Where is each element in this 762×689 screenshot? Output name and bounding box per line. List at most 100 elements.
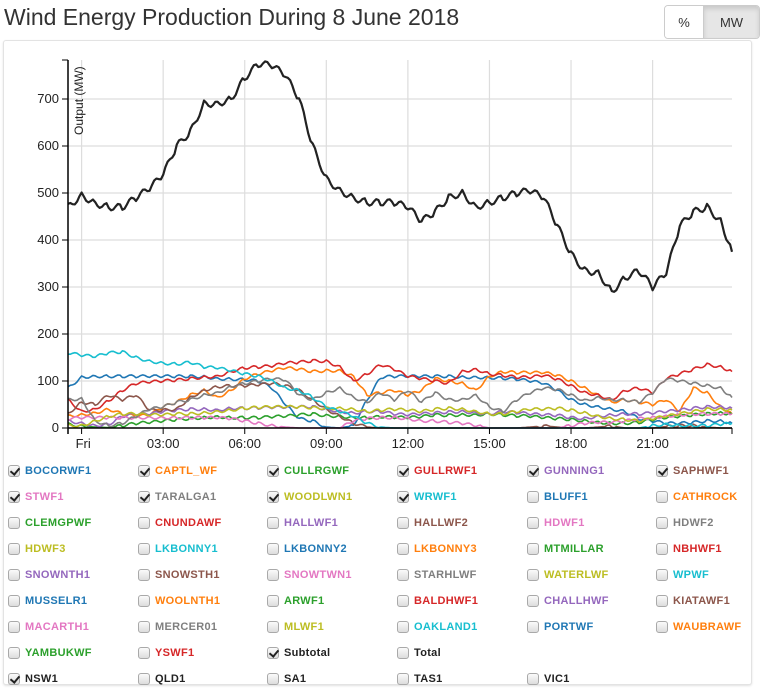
legend-item-snowtwn1[interactable]: SNOWTWN1 bbox=[267, 566, 352, 584]
percent-button[interactable]: % bbox=[665, 6, 703, 38]
legend-checkbox[interactable] bbox=[397, 491, 409, 503]
legend-checkbox[interactable] bbox=[656, 569, 668, 581]
legend-item-captl-wf[interactable]: CAPTL_WF bbox=[138, 462, 217, 480]
legend-item-portwf[interactable]: PORTWF bbox=[527, 618, 593, 636]
legend-item-lkbonny1[interactable]: LKBONNY1 bbox=[138, 540, 218, 558]
legend-checkbox[interactable] bbox=[267, 569, 279, 581]
legend-item-wrwf1[interactable]: WRWF1 bbox=[397, 488, 457, 506]
legend-item-bocorwf1[interactable]: BOCORWF1 bbox=[8, 462, 91, 480]
legend-item-qld1[interactable]: QLD1 bbox=[138, 670, 186, 688]
legend-checkbox[interactable] bbox=[8, 543, 20, 555]
legend-item-waubrawf[interactable]: WAUBRAWF bbox=[656, 618, 741, 636]
legend-checkbox[interactable] bbox=[656, 595, 668, 607]
legend-item-bluff1[interactable]: BLUFF1 bbox=[527, 488, 588, 506]
legend-checkbox[interactable] bbox=[397, 465, 409, 477]
legend-item-musselr1[interactable]: MUSSELR1 bbox=[8, 592, 87, 610]
legend-checkbox[interactable] bbox=[267, 465, 279, 477]
legend-item-tas1[interactable]: TAS1 bbox=[397, 670, 443, 688]
legend-item-stwf1[interactable]: STWF1 bbox=[8, 488, 64, 506]
legend-checkbox[interactable] bbox=[8, 491, 20, 503]
legend-item-cathrock[interactable]: CATHROCK bbox=[656, 488, 738, 506]
legend-item-taralga1[interactable]: TARALGA1 bbox=[138, 488, 216, 506]
legend-item-yswf1[interactable]: YSWF1 bbox=[138, 644, 194, 662]
legend-checkbox[interactable] bbox=[527, 543, 539, 555]
legend-item-mlwf1[interactable]: MLWF1 bbox=[267, 618, 324, 636]
legend-checkbox[interactable] bbox=[138, 621, 150, 633]
legend-checkbox[interactable] bbox=[8, 595, 20, 607]
legend-item-nbhwf1[interactable]: NBHWF1 bbox=[656, 540, 722, 558]
legend-checkbox[interactable] bbox=[527, 595, 539, 607]
legend-item-cullrgwf[interactable]: CULLRGWF bbox=[267, 462, 349, 480]
legend-checkbox[interactable] bbox=[397, 621, 409, 633]
legend-item-yambukwf[interactable]: YAMBUKWF bbox=[8, 644, 92, 662]
legend-item-woodlwn1[interactable]: WOODLWN1 bbox=[267, 488, 352, 506]
legend-checkbox[interactable] bbox=[8, 647, 20, 659]
legend-item-challhwf[interactable]: CHALLHWF bbox=[527, 592, 609, 610]
legend-checkbox[interactable] bbox=[397, 569, 409, 581]
legend-item-baldhwf1[interactable]: BALDHWF1 bbox=[397, 592, 478, 610]
legend-checkbox[interactable] bbox=[138, 465, 150, 477]
legend-item-starhlwf[interactable]: STARHLWF bbox=[397, 566, 477, 584]
legend-checkbox[interactable] bbox=[138, 569, 150, 581]
legend-checkbox[interactable] bbox=[138, 491, 150, 503]
legend-checkbox[interactable] bbox=[8, 465, 20, 477]
legend-item-arwf1[interactable]: ARWF1 bbox=[267, 592, 324, 610]
legend-checkbox[interactable] bbox=[267, 647, 279, 659]
legend-item-cnundawf[interactable]: CNUNDAWF bbox=[138, 514, 222, 532]
legend-checkbox[interactable] bbox=[656, 517, 668, 529]
legend-item-saphwf1[interactable]: SAPHWF1 bbox=[656, 462, 729, 480]
legend-checkbox[interactable] bbox=[397, 647, 409, 659]
legend-checkbox[interactable] bbox=[527, 491, 539, 503]
legend-checkbox[interactable] bbox=[267, 491, 279, 503]
legend-item-subtotal[interactable]: Subtotal bbox=[267, 644, 330, 662]
series-line-taralga1[interactable] bbox=[67, 377, 733, 428]
legend-checkbox[interactable] bbox=[656, 621, 668, 633]
legend-item-mtmillar[interactable]: MTMILLAR bbox=[527, 540, 604, 558]
legend-item-hdwf1[interactable]: HDWF1 bbox=[527, 514, 585, 532]
legend-checkbox[interactable] bbox=[267, 673, 279, 685]
series-line-gunning1[interactable] bbox=[67, 404, 733, 428]
legend-item-snownth1[interactable]: SNOWNTH1 bbox=[8, 566, 90, 584]
legend-checkbox[interactable] bbox=[138, 543, 150, 555]
series-line-bocorwf1[interactable] bbox=[67, 374, 733, 429]
legend-checkbox[interactable] bbox=[397, 595, 409, 607]
legend-item-gullrwf1[interactable]: GULLRWF1 bbox=[397, 462, 477, 480]
legend-item-vic1[interactable]: VIC1 bbox=[527, 670, 570, 688]
legend-item-hdwf3[interactable]: HDWF3 bbox=[8, 540, 66, 558]
legend-checkbox[interactable] bbox=[527, 569, 539, 581]
legend-item-macarth1[interactable]: MACARTH1 bbox=[8, 618, 89, 636]
legend-checkbox[interactable] bbox=[656, 465, 668, 477]
legend-checkbox[interactable] bbox=[656, 543, 668, 555]
legend-checkbox[interactable] bbox=[138, 595, 150, 607]
legend-checkbox[interactable] bbox=[267, 543, 279, 555]
legend-item-gunning1[interactable]: GUNNING1 bbox=[527, 462, 604, 480]
legend-checkbox[interactable] bbox=[527, 621, 539, 633]
legend-checkbox[interactable] bbox=[8, 569, 20, 581]
legend-item-lkbonny2[interactable]: LKBONNY2 bbox=[267, 540, 347, 558]
legend-checkbox[interactable] bbox=[397, 543, 409, 555]
legend-checkbox[interactable] bbox=[527, 673, 539, 685]
legend-checkbox[interactable] bbox=[8, 517, 20, 529]
legend-item-wpwf[interactable]: WPWF bbox=[656, 566, 709, 584]
legend-item-mercer01[interactable]: MERCER01 bbox=[138, 618, 217, 636]
legend-item-hallwf1[interactable]: HALLWF1 bbox=[267, 514, 338, 532]
legend-checkbox[interactable] bbox=[527, 517, 539, 529]
legend-item-waterlwf[interactable]: WATERLWF bbox=[527, 566, 609, 584]
legend-item-woolnth1[interactable]: WOOLNTH1 bbox=[138, 592, 220, 610]
legend-item-hallwf2[interactable]: HALLWF2 bbox=[397, 514, 468, 532]
legend-checkbox[interactable] bbox=[397, 673, 409, 685]
legend-item-kiatawf1[interactable]: KIATAWF1 bbox=[656, 592, 730, 610]
legend-checkbox[interactable] bbox=[527, 465, 539, 477]
legend-item-lkbonny3[interactable]: LKBONNY3 bbox=[397, 540, 477, 558]
legend-checkbox[interactable] bbox=[656, 491, 668, 503]
legend-item-hdwf2[interactable]: HDWF2 bbox=[656, 514, 714, 532]
legend-item-sa1[interactable]: SA1 bbox=[267, 670, 306, 688]
legend-checkbox[interactable] bbox=[138, 517, 150, 529]
series-line-woodlwn1[interactable] bbox=[67, 404, 733, 428]
legend-item-clemgpwf[interactable]: CLEMGPWF bbox=[8, 514, 92, 532]
legend-checkbox[interactable] bbox=[8, 621, 20, 633]
legend-item-oakland1[interactable]: OAKLAND1 bbox=[397, 618, 478, 636]
legend-checkbox[interactable] bbox=[267, 595, 279, 607]
legend-item-nsw1[interactable]: NSW1 bbox=[8, 670, 58, 688]
legend-checkbox[interactable] bbox=[8, 673, 20, 685]
